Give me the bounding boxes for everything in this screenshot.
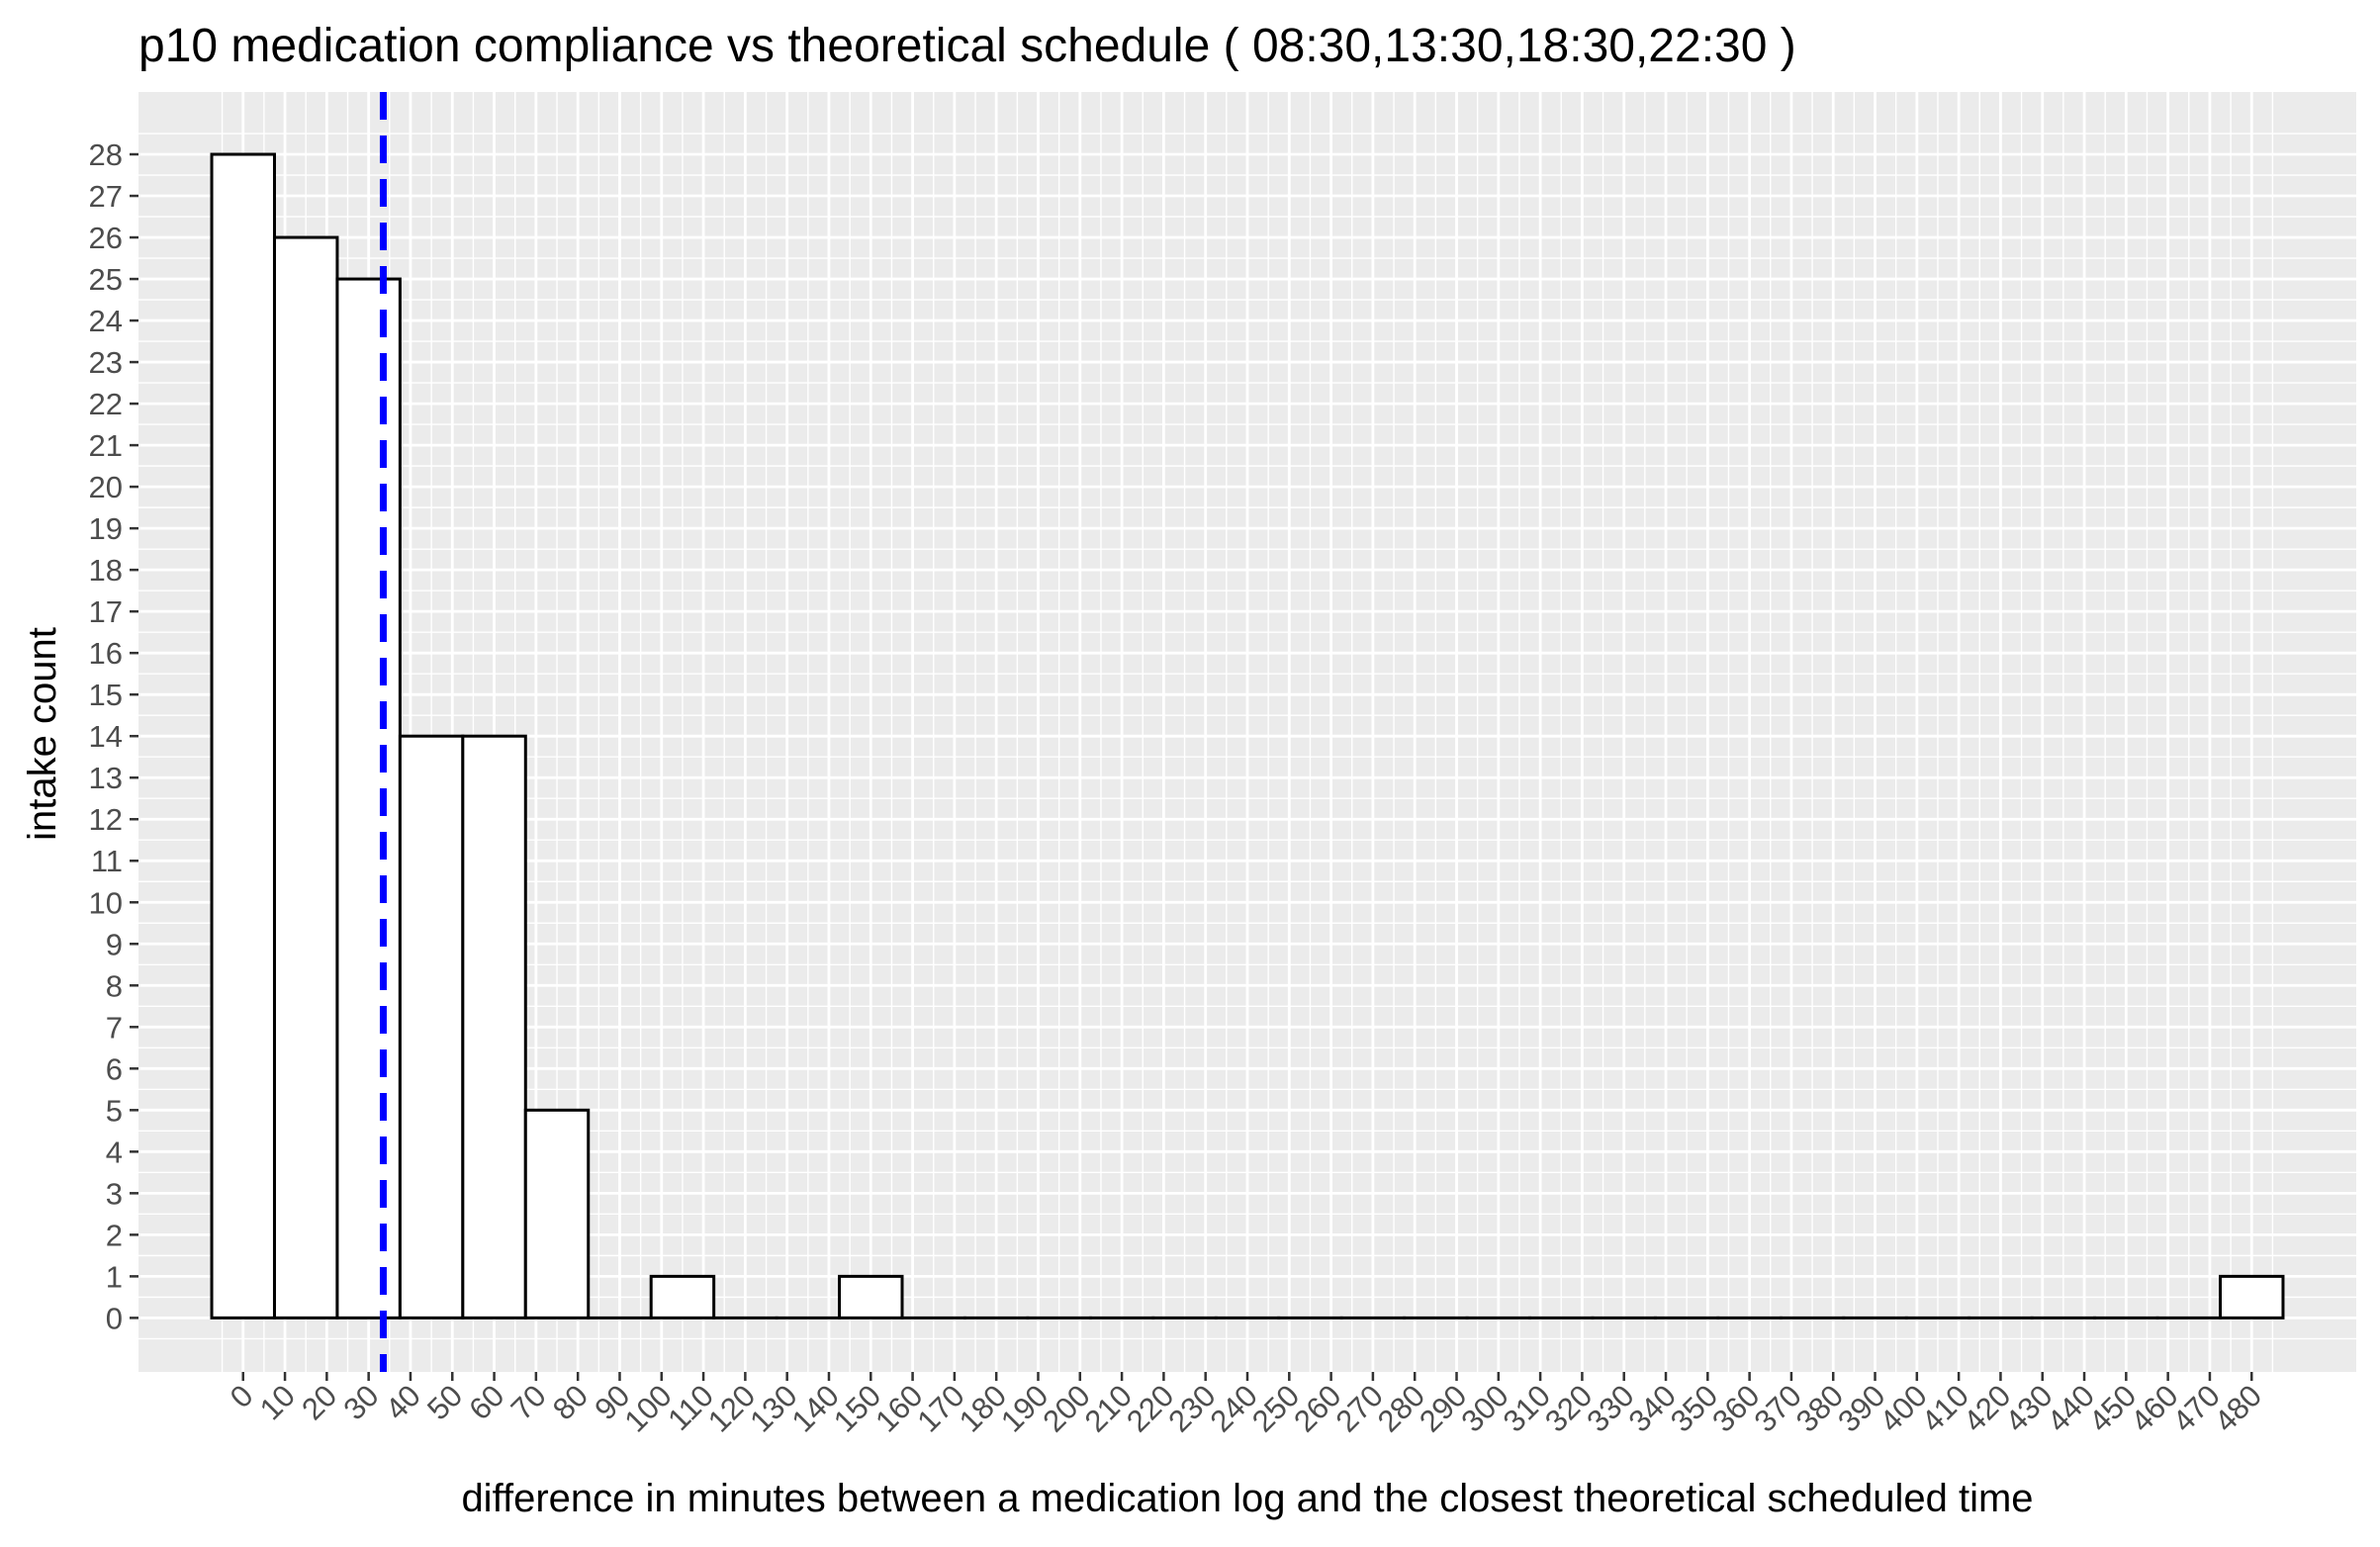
y-tick-label: 5: [106, 1093, 123, 1128]
y-tick-label: 17: [89, 594, 123, 629]
y-tick-label: 1: [106, 1259, 123, 1294]
histogram-bar: [2221, 1276, 2283, 1318]
histogram-bar: [212, 154, 274, 1318]
y-tick-label: 7: [106, 1010, 123, 1045]
x-axis-title: difference in minutes between a medicati…: [461, 1477, 2033, 1520]
y-tick-label: 16: [89, 636, 123, 671]
y-tick-label: 25: [89, 262, 123, 297]
histogram-bar: [337, 279, 400, 1318]
histogram-bar: [840, 1276, 902, 1318]
chart-title: p10 medication compliance vs theoretical…: [138, 20, 1796, 72]
y-tick-label: 15: [89, 678, 123, 712]
y-tick-label: 26: [89, 221, 123, 255]
y-tick-label: 11: [91, 844, 123, 878]
histogram-bar: [651, 1276, 713, 1318]
y-tick-label: 20: [89, 470, 123, 504]
y-tick-label: 12: [89, 802, 123, 837]
y-tick-label: 27: [89, 179, 123, 214]
y-tick-label: 8: [106, 968, 123, 1003]
y-tick-label: 18: [89, 553, 123, 588]
histogram-bar: [274, 237, 336, 1318]
y-tick-label: 24: [89, 304, 123, 338]
y-tick-label: 19: [89, 511, 123, 546]
y-tick-label: 14: [89, 719, 123, 754]
y-tick-label: 3: [106, 1176, 123, 1211]
y-tick-label: 13: [89, 761, 123, 795]
y-tick-label: 28: [89, 137, 123, 172]
y-axis-title: intake count: [21, 627, 64, 841]
y-tick-label: 0: [106, 1301, 123, 1335]
y-tick-label: 23: [89, 345, 123, 380]
histogram-bar: [525, 1110, 588, 1318]
y-tick-label: 21: [89, 428, 123, 463]
y-tick-label: 10: [89, 885, 123, 920]
y-tick-label: 2: [106, 1218, 123, 1252]
y-tick-label: 6: [106, 1051, 123, 1086]
y-tick-label: 4: [106, 1135, 123, 1169]
histogram-bar: [400, 736, 462, 1318]
histogram-bar: [463, 736, 525, 1318]
y-tick-label: 22: [89, 387, 123, 421]
y-tick-label: 9: [106, 927, 123, 961]
